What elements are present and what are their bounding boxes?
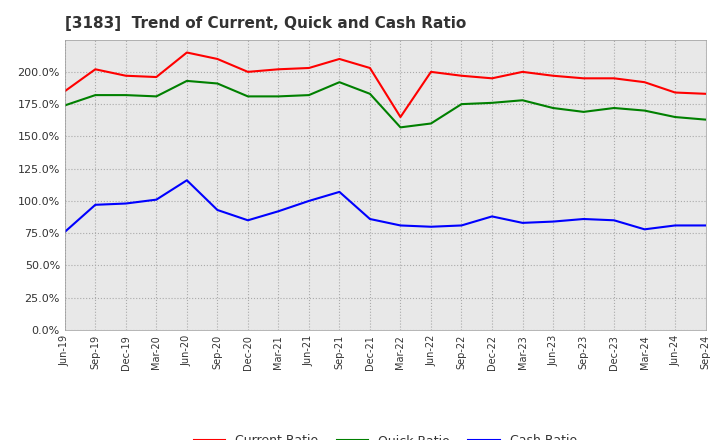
Quick Ratio — [305, 92, 313, 98]
Cash Ratio — [305, 198, 313, 204]
Current Ratio — [549, 73, 557, 78]
Current Ratio — [274, 66, 283, 72]
Quick Ratio — [243, 94, 252, 99]
Cash Ratio — [152, 197, 161, 202]
Quick Ratio — [549, 105, 557, 110]
Current Ratio — [427, 69, 436, 74]
Quick Ratio — [183, 78, 192, 84]
Current Ratio — [671, 90, 680, 95]
Current Ratio — [243, 69, 252, 74]
Quick Ratio — [152, 94, 161, 99]
Cash Ratio — [335, 189, 343, 194]
Quick Ratio — [518, 98, 527, 103]
Cash Ratio — [610, 218, 618, 223]
Current Ratio — [335, 56, 343, 62]
Quick Ratio — [213, 81, 222, 86]
Current Ratio — [487, 76, 496, 81]
Cash Ratio — [427, 224, 436, 229]
Cash Ratio — [701, 223, 710, 228]
Cash Ratio — [640, 227, 649, 232]
Current Ratio — [305, 66, 313, 71]
Quick Ratio — [396, 125, 405, 130]
Current Ratio — [213, 56, 222, 62]
Quick Ratio — [122, 92, 130, 98]
Cash Ratio — [671, 223, 680, 228]
Cash Ratio — [274, 209, 283, 214]
Quick Ratio — [335, 80, 343, 85]
Current Ratio — [610, 76, 618, 81]
Quick Ratio — [701, 117, 710, 122]
Quick Ratio — [579, 109, 588, 114]
Cash Ratio — [122, 201, 130, 206]
Cash Ratio — [549, 219, 557, 224]
Cash Ratio — [396, 223, 405, 228]
Cash Ratio — [60, 229, 69, 235]
Text: [3183]  Trend of Current, Quick and Cash Ratio: [3183] Trend of Current, Quick and Cash … — [65, 16, 466, 32]
Line: Current Ratio: Current Ratio — [65, 52, 706, 117]
Cash Ratio — [183, 178, 192, 183]
Line: Quick Ratio: Quick Ratio — [65, 81, 706, 127]
Quick Ratio — [487, 100, 496, 106]
Cash Ratio — [213, 207, 222, 213]
Current Ratio — [183, 50, 192, 55]
Quick Ratio — [610, 105, 618, 110]
Cash Ratio — [457, 223, 466, 228]
Cash Ratio — [91, 202, 99, 207]
Quick Ratio — [671, 114, 680, 120]
Current Ratio — [396, 114, 405, 120]
Current Ratio — [152, 74, 161, 80]
Quick Ratio — [427, 121, 436, 126]
Quick Ratio — [640, 108, 649, 113]
Current Ratio — [518, 69, 527, 74]
Quick Ratio — [274, 94, 283, 99]
Current Ratio — [60, 88, 69, 94]
Current Ratio — [701, 91, 710, 96]
Current Ratio — [579, 76, 588, 81]
Quick Ratio — [60, 103, 69, 108]
Current Ratio — [457, 73, 466, 78]
Current Ratio — [91, 66, 99, 72]
Quick Ratio — [457, 102, 466, 107]
Cash Ratio — [579, 216, 588, 222]
Legend: Current Ratio, Quick Ratio, Cash Ratio: Current Ratio, Quick Ratio, Cash Ratio — [189, 429, 582, 440]
Current Ratio — [640, 80, 649, 85]
Cash Ratio — [243, 218, 252, 223]
Line: Cash Ratio: Cash Ratio — [65, 180, 706, 232]
Cash Ratio — [487, 214, 496, 219]
Cash Ratio — [518, 220, 527, 226]
Current Ratio — [366, 66, 374, 71]
Cash Ratio — [366, 216, 374, 222]
Current Ratio — [122, 73, 130, 78]
Quick Ratio — [366, 91, 374, 96]
Quick Ratio — [91, 92, 99, 98]
